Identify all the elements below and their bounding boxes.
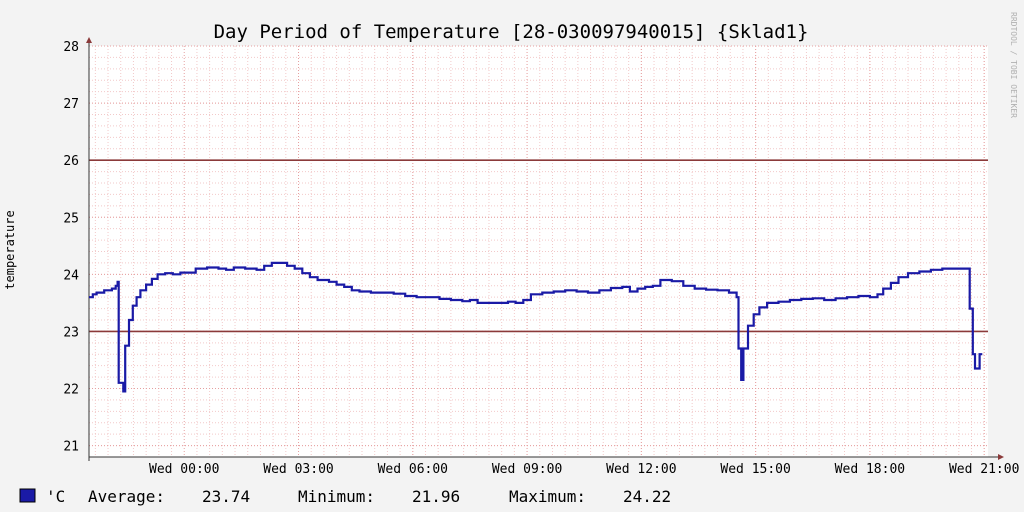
legend-maximum-label: Maximum: — [509, 487, 586, 506]
x-tick-label: Wed 18:00 — [835, 462, 905, 477]
legend-average-label: Average: — [88, 487, 165, 506]
legend-minimum-label: Minimum: — [298, 487, 375, 506]
hrule-layer — [89, 159, 988, 333]
legend-maximum-value: 24.22 — [623, 487, 671, 506]
x-axis-arrow — [998, 454, 1004, 460]
y-tick-label: 25 — [63, 211, 79, 226]
y-tick-label: 27 — [63, 97, 79, 112]
grid-layer — [89, 45, 988, 457]
x-tick-label: Wed 15:00 — [720, 462, 790, 477]
legend-average-value: 23.74 — [202, 487, 250, 506]
axis-layer — [86, 37, 1004, 461]
x-tick-label: Wed 12:00 — [606, 462, 676, 477]
y-tick-label: 21 — [63, 440, 79, 455]
temperature-series-line — [89, 261, 983, 393]
y-tick-label: 22 — [63, 383, 79, 398]
y-axis-title: temperature — [3, 210, 17, 289]
legend-swatch — [19, 488, 36, 503]
legend: 'C Average: 23.74 Minimum: 21.96 Maximum… — [19, 487, 671, 506]
plot-area — [89, 46, 988, 457]
x-tick-label: Wed 21:00 — [949, 462, 1019, 477]
chart-title: Day Period of Temperature [28-0300979400… — [214, 21, 809, 43]
rrdtool-watermark: RRDTOOL / TOBI OETIKER — [1009, 12, 1018, 118]
series-layer — [89, 261, 983, 393]
y-tick-label: 26 — [63, 154, 79, 169]
y-tick-label: 24 — [63, 268, 79, 283]
legend-series-label: 'C — [46, 487, 65, 506]
y-tick-label: 23 — [63, 325, 79, 340]
y-axis-arrow — [86, 37, 92, 43]
y-tick-label: 28 — [63, 40, 79, 55]
x-tick-label: Wed 09:00 — [492, 462, 562, 477]
legend-minimum-value: 21.96 — [412, 487, 460, 506]
tick-label-layer: 21 22 23 24 25 26 27 28 Wed 00:00 Wed 03:00 Wed 06… — [63, 40, 1019, 477]
x-tick-label: Wed 03:00 — [263, 462, 333, 477]
x-tick-label: Wed 06:00 — [378, 462, 448, 477]
x-tick-label: Wed 00:00 — [149, 462, 219, 477]
